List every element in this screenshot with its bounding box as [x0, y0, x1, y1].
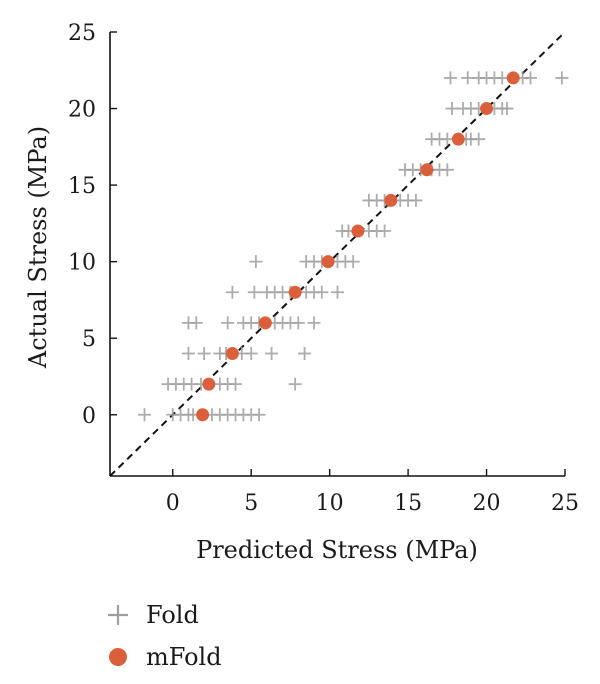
x-tick-label: 10	[316, 491, 344, 516]
fold-point	[249, 255, 263, 269]
legend-item-mfold: mFold	[104, 636, 222, 678]
fold-point	[523, 71, 537, 85]
mfold-point	[480, 102, 494, 116]
fold-point	[252, 408, 266, 422]
fold-point	[409, 193, 423, 207]
y-tick-label: 10	[68, 251, 96, 276]
mfold-point	[202, 377, 216, 391]
fold-point	[315, 285, 329, 299]
mfold-point	[351, 224, 365, 238]
circle-marker-icon	[104, 643, 132, 671]
fold-point	[197, 347, 211, 361]
legend-label-fold: Fold	[146, 601, 199, 629]
y-tick-label: 0	[82, 404, 96, 429]
x-tick-label: 0	[166, 491, 180, 516]
mfold-point	[225, 347, 239, 361]
fold-point	[331, 285, 344, 299]
x-tick-label: 5	[244, 491, 258, 516]
x-axis-title: Predicted Stress (MPa)	[196, 536, 478, 564]
legend: Fold mFold	[104, 594, 222, 678]
fold-point	[440, 132, 454, 146]
y-tick-label: 25	[68, 21, 96, 46]
fold-point	[229, 377, 243, 391]
reference-line	[109, 31, 566, 477]
fold-point	[225, 285, 239, 299]
fold-point	[346, 255, 360, 269]
fold-point	[555, 71, 569, 85]
legend-item-fold: Fold	[104, 594, 222, 636]
y-tick-label: 5	[82, 327, 96, 352]
y-tick-label: 20	[68, 98, 96, 123]
mfold-point	[321, 255, 335, 269]
fold-point	[181, 347, 195, 361]
fold-point	[307, 316, 321, 330]
fold-point	[288, 377, 302, 391]
fold-point	[265, 347, 279, 361]
x-tick-label: 20	[473, 491, 501, 516]
fold-point	[189, 316, 203, 330]
mfold-point	[258, 316, 272, 330]
mfold-point	[420, 163, 434, 177]
fold-point	[461, 71, 475, 85]
x-tick-label: 25	[551, 491, 579, 516]
plus-marker-icon	[104, 601, 132, 629]
mfold-point	[384, 193, 398, 207]
fold-point	[378, 224, 392, 238]
plot-area	[109, 31, 569, 477]
x-tick-label: 15	[394, 491, 422, 516]
fold-point	[247, 285, 261, 299]
fold-point	[244, 347, 258, 361]
fold-point	[495, 71, 509, 85]
mfold-point	[506, 71, 520, 85]
y-tick-label: 15	[68, 174, 96, 199]
fold-point	[138, 408, 152, 422]
legend-label-mfold: mFold	[146, 643, 222, 671]
fold-point	[472, 132, 486, 146]
fold-point	[500, 102, 514, 116]
mfold-point	[196, 408, 210, 422]
mfold-point	[451, 132, 465, 146]
fold-point	[291, 316, 305, 330]
y-axis-title: Actual Stress (MPa)	[24, 126, 52, 369]
fold-point	[440, 163, 454, 177]
fold-point	[443, 71, 457, 85]
fold-point	[445, 102, 459, 116]
axes: 0 5 10 15 20 25 0 5 10 15 20 25	[68, 21, 579, 516]
fold-point	[298, 347, 312, 361]
scatter-chart: 0 5 10 15 20 25 0 5 10 15 20 25 Predicted Stress (M…	[24, 21, 579, 564]
mfold-point	[288, 285, 302, 299]
fold-point	[221, 316, 235, 330]
